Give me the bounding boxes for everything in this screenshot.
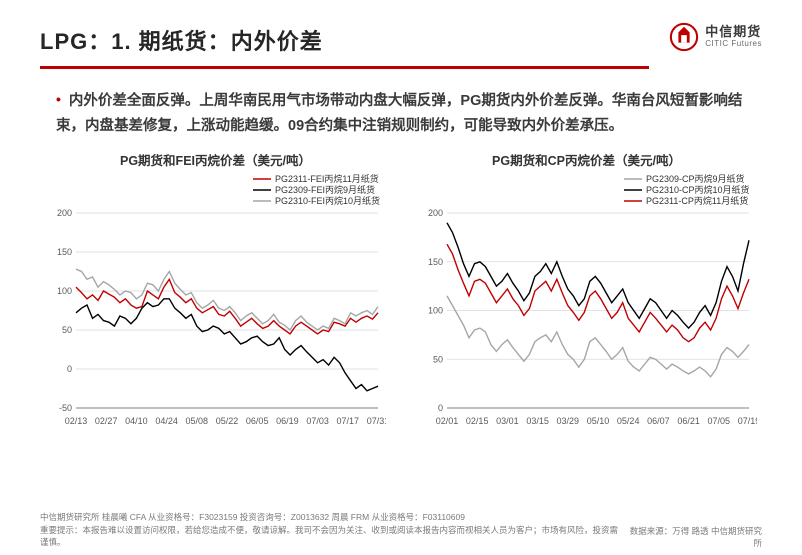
svg-text:05/08: 05/08 <box>185 416 208 426</box>
svg-text:02/13: 02/13 <box>64 416 87 426</box>
citic-logo-icon <box>669 22 699 52</box>
svg-text:07/03: 07/03 <box>306 416 329 426</box>
svg-text:0: 0 <box>437 403 442 413</box>
svg-text:PG2311-CP丙烷11月纸货: PG2311-CP丙烷11月纸货 <box>646 195 748 206</box>
svg-text:05/10: 05/10 <box>586 416 609 426</box>
charts-row: PG期货和FEI丙烷价差（美元/吨） -50 0 50 100 150 200 02/13 0… <box>0 140 802 438</box>
svg-text:PG2309-FEI丙烷9月纸货: PG2309-FEI丙烷9月纸货 <box>275 184 375 195</box>
svg-text:150: 150 <box>56 247 71 257</box>
body-content: 内外价差全面反弹。上周华南民用气市场带动内盘大幅反弹，PG期货内外价差反弹。华南… <box>56 93 742 134</box>
svg-text:06/21: 06/21 <box>677 416 700 426</box>
svg-text:PG2310-FEI丙烷10月纸货: PG2310-FEI丙烷10月纸货 <box>275 195 380 206</box>
svg-text:PG2309-CP丙烷9月纸货: PG2309-CP丙烷9月纸货 <box>646 173 745 184</box>
title-highlight: 内外价差 <box>231 29 323 54</box>
bullet-icon: • <box>56 91 61 107</box>
chart-right-title: PG期货和CP丙烷价差（美元/吨） <box>492 150 681 169</box>
header: LPG：1. 期纸货：内外价差 中信期货 CITIC Futures <box>0 0 802 69</box>
svg-text:07/05: 07/05 <box>707 416 730 426</box>
svg-text:03/01: 03/01 <box>496 416 519 426</box>
svg-text:05/22: 05/22 <box>215 416 238 426</box>
page-title: LPG：1. 期纸货：内外价差 <box>40 24 649 56</box>
svg-text:04/10: 04/10 <box>125 416 148 426</box>
body-paragraph: •内外价差全面反弹。上周华南民用气市场带动内盘大幅反弹，PG期货内外价差反弹。华… <box>0 69 802 140</box>
brand-name-cn: 中信期货 <box>705 25 762 39</box>
slide-root: LPG：1. 期纸货：内外价差 中信期货 CITIC Futures •内外价差… <box>0 0 802 555</box>
chart-left-svg: -50 0 50 100 150 200 02/13 02/27 04/10 04/24 05/08… <box>46 173 386 438</box>
svg-text:07/17: 07/17 <box>336 416 359 426</box>
svg-text:200: 200 <box>56 208 71 218</box>
svg-text:100: 100 <box>427 305 442 315</box>
svg-text:07/19: 07/19 <box>737 416 756 426</box>
svg-text:02/15: 02/15 <box>465 416 488 426</box>
svg-text:06/07: 06/07 <box>647 416 670 426</box>
svg-text:50: 50 <box>432 354 442 364</box>
svg-text:06/05: 06/05 <box>245 416 268 426</box>
footer-credits: 中信期货研究所 桂晨曦 CFA 从业资格号：F3023159 投资咨询号：Z00… <box>40 511 625 524</box>
svg-text:150: 150 <box>427 257 442 267</box>
chart-right: PG期货和CP丙烷价差（美元/吨） 0 50 100 150 200 02/01 02/15… <box>411 150 762 438</box>
title-underline <box>40 66 649 69</box>
svg-text:PG2311-FEI丙烷11月纸货: PG2311-FEI丙烷11月纸货 <box>275 173 379 184</box>
svg-text:0: 0 <box>66 364 71 374</box>
svg-text:02/27: 02/27 <box>94 416 117 426</box>
chart-right-svg: 0 50 100 150 200 02/01 02/15 03/01 03/15 03/29 05/… <box>417 173 757 438</box>
footer-disclaimer: 重要提示：本报告难以设置访问权限，若给您造成不便，敬请谅解。我司不会因为关注、收… <box>40 524 625 550</box>
svg-text:200: 200 <box>427 208 442 218</box>
svg-text:03/15: 03/15 <box>526 416 549 426</box>
brand-text: 中信期货 CITIC Futures <box>705 25 762 48</box>
brand-logo: 中信期货 CITIC Futures <box>669 22 762 52</box>
title-prefix: LPG：1. 期纸货： <box>40 29 231 54</box>
svg-text:07/31: 07/31 <box>366 416 385 426</box>
footer-left: 中信期货研究所 桂晨曦 CFA 从业资格号：F3023159 投资咨询号：Z00… <box>40 511 625 549</box>
chart-left: PG期货和FEI丙烷价差（美元/吨） -50 0 50 100 150 200 02/13 0… <box>40 150 391 438</box>
brand-name-en: CITIC Futures <box>705 40 762 49</box>
title-area: LPG：1. 期纸货：内外价差 <box>40 24 649 69</box>
svg-text:06/19: 06/19 <box>276 416 299 426</box>
svg-text:04/24: 04/24 <box>155 416 178 426</box>
svg-text:05/24: 05/24 <box>616 416 639 426</box>
footer-source: 数据来源：万得 路透 中信期货研究所 <box>625 525 762 549</box>
svg-text:03/29: 03/29 <box>556 416 579 426</box>
svg-text:100: 100 <box>56 286 71 296</box>
svg-text:-50: -50 <box>58 403 71 413</box>
footer: 中信期货研究所 桂晨曦 CFA 从业资格号：F3023159 投资咨询号：Z00… <box>40 511 762 549</box>
svg-text:50: 50 <box>61 325 71 335</box>
svg-text:02/01: 02/01 <box>435 416 458 426</box>
svg-text:PG2310-CP丙烷10月纸货: PG2310-CP丙烷10月纸货 <box>646 184 750 195</box>
chart-left-title: PG期货和FEI丙烷价差（美元/吨） <box>120 150 311 169</box>
